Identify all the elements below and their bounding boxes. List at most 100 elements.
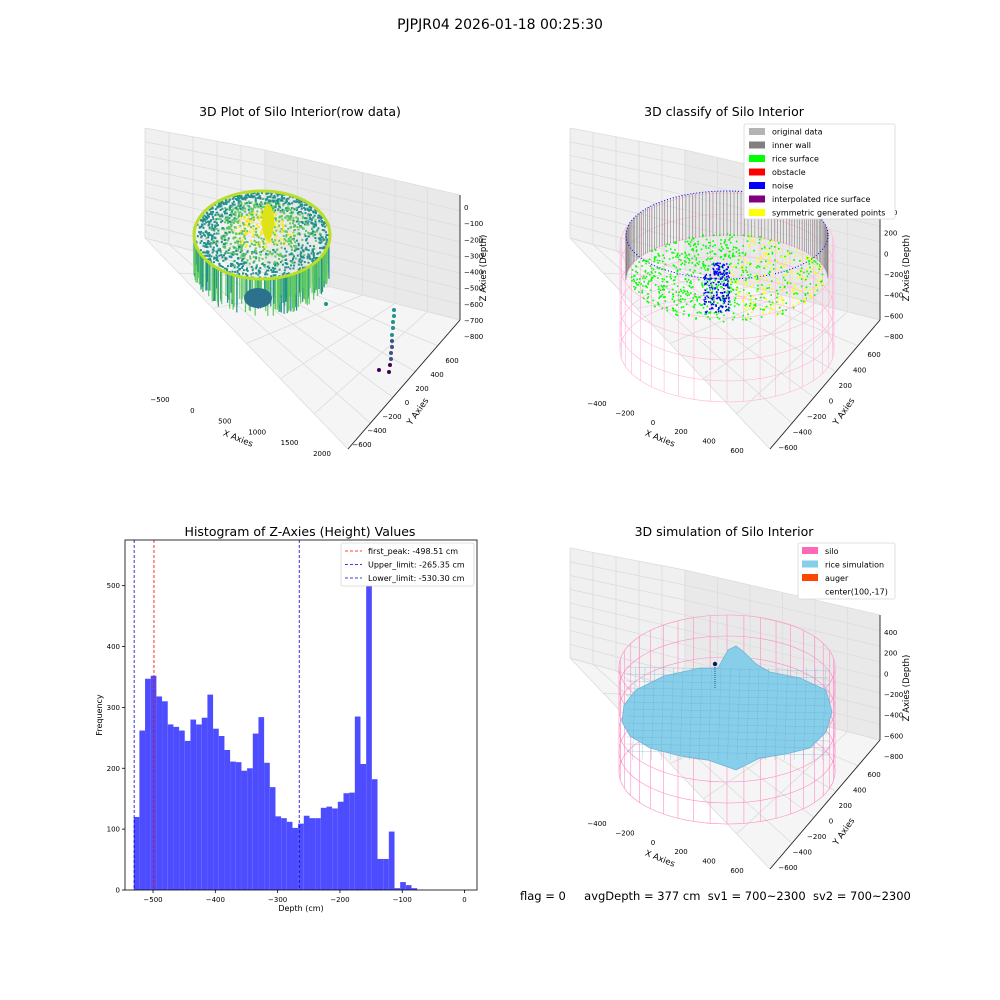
x-axis-label: X Axies — [643, 429, 676, 450]
data-point — [206, 243, 209, 246]
data-point — [288, 217, 291, 220]
data-point — [300, 251, 303, 254]
rice-surface-point — [722, 302, 725, 305]
data-point — [315, 230, 318, 233]
data-point — [254, 199, 257, 202]
rice-surface-point — [765, 248, 768, 250]
rice-surface-point — [674, 309, 677, 312]
data-point — [305, 229, 307, 232]
rice-surface-point — [707, 257, 709, 260]
data-point — [274, 209, 277, 212]
data-point — [253, 239, 256, 242]
data-point — [247, 225, 250, 228]
data-point — [312, 224, 315, 227]
rice-surface-point — [648, 280, 650, 283]
histogram-bar — [388, 831, 395, 890]
noise-point — [713, 272, 715, 274]
rice-surface-point — [679, 268, 681, 271]
rice-surface-point — [749, 262, 752, 265]
rice-surface-point — [663, 268, 666, 271]
data-point — [231, 205, 234, 208]
y-tick-label: 600 — [867, 351, 880, 359]
rice-surface-point — [757, 280, 759, 283]
data-point — [211, 205, 214, 208]
data-point — [211, 248, 214, 251]
data-point — [287, 215, 290, 218]
rice-surface-point — [802, 300, 805, 303]
rice-surface-point — [703, 264, 706, 267]
rice-surface-point — [718, 248, 721, 251]
data-point — [276, 253, 279, 256]
data-point — [281, 193, 284, 196]
data-point — [291, 196, 294, 199]
rice-surface-point — [731, 318, 734, 321]
rice-surface-point — [673, 265, 676, 267]
data-point — [304, 207, 307, 210]
data-point — [266, 196, 269, 199]
rice-surface-point — [698, 261, 701, 263]
rice-surface-point — [658, 297, 660, 299]
data-point — [204, 234, 207, 237]
rice-surface-point — [678, 258, 681, 261]
rice-surface-point — [709, 251, 712, 254]
rice-surface-point — [759, 235, 761, 238]
noise-point — [718, 268, 721, 271]
histogram-bar — [349, 792, 355, 890]
rice-surface-point — [760, 261, 763, 263]
data-point — [234, 214, 237, 217]
data-point — [277, 202, 279, 204]
data-point — [318, 241, 321, 244]
data-point — [223, 267, 226, 270]
data-point — [272, 248, 275, 251]
data-point — [256, 243, 259, 246]
data-point — [208, 222, 211, 225]
rice-surface-point — [785, 274, 787, 276]
rice-surface-point — [662, 254, 664, 257]
data-point — [242, 269, 245, 272]
rice-surface-point — [816, 263, 819, 265]
data-point — [216, 244, 219, 247]
data-point — [273, 224, 276, 227]
data-point — [296, 254, 299, 257]
noise-point — [726, 276, 728, 278]
data-point — [257, 226, 260, 228]
data-point — [216, 240, 219, 243]
x-tick-label: 500 — [218, 418, 231, 426]
rice-surface-point — [635, 265, 638, 268]
x-tick-label: 600 — [730, 447, 743, 455]
noise-point — [713, 294, 715, 297]
data-point — [258, 195, 261, 197]
data-point — [259, 205, 262, 208]
data-point — [246, 204, 249, 207]
rice-surface-point — [781, 255, 783, 258]
data-point — [305, 246, 308, 249]
x-axis-line — [347, 319, 461, 450]
noise-point — [703, 278, 706, 281]
data-point — [210, 255, 213, 258]
rice-surface-point — [776, 314, 778, 317]
data-point — [232, 245, 235, 248]
data-point — [230, 214, 233, 216]
chart-title: 3D simulation of Silo Interior — [635, 524, 815, 539]
data-point — [253, 229, 255, 232]
rice-surface-point — [685, 261, 687, 263]
rice-surface-point — [692, 305, 695, 308]
data-point — [287, 272, 290, 275]
rice-surface-point — [708, 279, 711, 282]
data-point — [298, 220, 301, 223]
z-tick-label: −800 — [884, 333, 903, 341]
rice-surface-point — [691, 299, 693, 302]
rice-surface-point — [698, 311, 701, 313]
data-point — [213, 229, 216, 232]
rice-surface-point — [804, 302, 807, 305]
noise-point — [715, 294, 718, 297]
data-point — [214, 208, 217, 211]
data-point — [240, 246, 243, 249]
data-point — [247, 220, 250, 223]
rice-surface-point — [760, 293, 763, 295]
data-point — [272, 271, 275, 273]
data-point — [293, 208, 296, 211]
rice-surface-point — [748, 305, 751, 307]
rice-surface-point — [724, 276, 726, 279]
data-point — [280, 254, 282, 257]
